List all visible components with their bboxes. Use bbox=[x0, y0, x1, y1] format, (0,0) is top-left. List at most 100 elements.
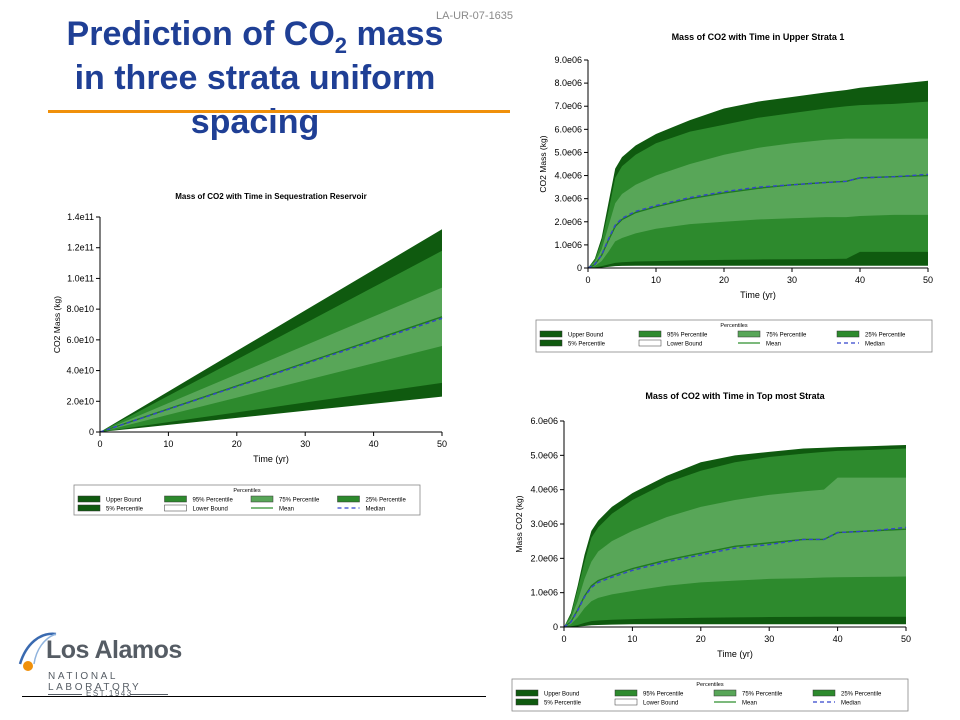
legend-label: 95% Percentile bbox=[643, 692, 684, 698]
legend-header: Percentiles bbox=[233, 488, 260, 494]
x-tick-label: 0 bbox=[585, 275, 590, 285]
y-tick-label: 8.0e10 bbox=[66, 304, 94, 314]
legend-label: Median bbox=[865, 342, 885, 348]
y-tick-label: 1.0e06 bbox=[530, 588, 558, 598]
y-tick-label: 2.0e06 bbox=[554, 217, 582, 227]
y-tick-label: 6.0e10 bbox=[66, 335, 94, 345]
x-axis-label: Time (yr) bbox=[740, 290, 776, 300]
legend-swatch bbox=[638, 339, 662, 347]
band-25-percentile bbox=[564, 576, 906, 627]
x-tick-label: 20 bbox=[719, 275, 729, 285]
title-line-1-tail: mass bbox=[347, 15, 444, 53]
y-tick-label: 5.0e06 bbox=[554, 147, 582, 157]
band-lower-bound bbox=[588, 265, 928, 268]
y-tick-label: 8.0e06 bbox=[554, 78, 582, 88]
chart-title: Mass of CO2 with Time in Upper Strata 1 bbox=[672, 32, 845, 42]
legend-label: Upper Bound bbox=[106, 498, 141, 504]
x-tick-label: 40 bbox=[833, 634, 843, 644]
logo-rule-left bbox=[48, 694, 82, 695]
legend-label: 75% Percentile bbox=[766, 333, 807, 339]
series-mean bbox=[563, 528, 907, 628]
legend-label: 5% Percentile bbox=[544, 701, 582, 707]
legend-label: 5% Percentile bbox=[106, 507, 144, 513]
legend-label: Median bbox=[841, 701, 861, 707]
legend-label: 75% Percentile bbox=[742, 692, 783, 698]
accent-rule bbox=[48, 110, 510, 113]
legend-swatch bbox=[812, 689, 836, 697]
legend-label: Lower Bound bbox=[643, 701, 678, 707]
y-axis-label: CO2 Mass (kg) bbox=[538, 135, 548, 192]
y-tick-label: 0 bbox=[89, 427, 94, 437]
y-tick-label: 1.0e06 bbox=[554, 240, 582, 250]
band-25-percentile bbox=[588, 214, 928, 268]
legend-label: Median bbox=[366, 507, 386, 513]
x-tick-label: 50 bbox=[437, 439, 447, 449]
legend-frame bbox=[73, 484, 421, 516]
y-axis-label: Mass CO2 (kg) bbox=[514, 495, 524, 552]
x-tick-label: 30 bbox=[787, 275, 797, 285]
logo-rule-right bbox=[130, 694, 168, 695]
legend-swatch bbox=[515, 698, 539, 706]
legend-swatch bbox=[539, 330, 563, 338]
band-lower-bound bbox=[100, 396, 442, 432]
chart-legend: Percentiles Upper Bound 95% Percentile 75% … bbox=[511, 678, 909, 712]
legend-label: Upper Bound bbox=[544, 692, 579, 698]
legend-header: Percentiles bbox=[696, 682, 723, 688]
y-tick-label: 3.0e06 bbox=[530, 519, 558, 529]
logo-subtitle: NATIONAL LABORATORY bbox=[48, 671, 142, 693]
legend-frame bbox=[511, 678, 909, 712]
legend-frame bbox=[535, 319, 933, 353]
y-tick-label: 1.2e11 bbox=[67, 243, 94, 253]
report-id: LA-UR-07-1635 bbox=[436, 10, 514, 22]
legend-swatch bbox=[515, 689, 539, 697]
x-tick-label: 10 bbox=[627, 634, 637, 644]
legend-label: 25% Percentile bbox=[366, 498, 407, 504]
series-mean bbox=[99, 316, 443, 433]
x-tick-label: 40 bbox=[855, 275, 865, 285]
y-tick-label: 4.0e06 bbox=[530, 485, 558, 495]
y-tick-label: 1.0e11 bbox=[67, 273, 94, 283]
band-5-percentile bbox=[588, 251, 928, 268]
series-median bbox=[587, 173, 929, 269]
title-line-3: spacing bbox=[190, 103, 320, 141]
footer-rule bbox=[22, 696, 486, 697]
y-tick-label: 0 bbox=[577, 263, 582, 273]
chart-legend: Percentiles Upper Bound 95% Percentile 75% … bbox=[535, 319, 933, 353]
legend-label: Upper Bound bbox=[568, 333, 603, 339]
legend-swatch bbox=[836, 330, 860, 338]
chart-sequestration-reservoir: Mass of CO2 with Time in Sequestration R… bbox=[52, 192, 447, 516]
x-tick-label: 40 bbox=[369, 439, 379, 449]
slide-title: Prediction of CO2 mass in three strata u… bbox=[30, 12, 480, 144]
logo-established: EST.1943 bbox=[86, 689, 133, 698]
legend-label: Mean bbox=[742, 701, 757, 707]
x-tick-label: 30 bbox=[300, 439, 310, 449]
chart-title: Mass of CO2 with Time in Sequestration R… bbox=[175, 192, 366, 201]
logo-name: Los Alamos bbox=[46, 636, 182, 664]
y-tick-label: 6.0e06 bbox=[554, 124, 582, 134]
legend-label: 95% Percentile bbox=[193, 498, 234, 504]
legend-label: 25% Percentile bbox=[841, 692, 882, 698]
x-tick-label: 50 bbox=[923, 275, 933, 285]
legend-label: 75% Percentile bbox=[279, 498, 320, 504]
x-tick-label: 10 bbox=[163, 439, 173, 449]
y-tick-label: 6.0e06 bbox=[530, 416, 558, 426]
y-tick-label: 4.0e06 bbox=[554, 171, 582, 181]
title-subscript: 2 bbox=[334, 32, 348, 58]
legend-swatch bbox=[737, 330, 761, 338]
x-tick-label: 50 bbox=[901, 634, 911, 644]
x-tick-label: 30 bbox=[764, 634, 774, 644]
x-tick-label: 20 bbox=[232, 439, 242, 449]
legend-swatch bbox=[164, 504, 187, 512]
y-tick-label: 7.0e06 bbox=[554, 101, 582, 111]
y-tick-label: 2.0e10 bbox=[66, 396, 94, 406]
legend-swatch bbox=[638, 330, 662, 338]
x-axis-label: Time (yr) bbox=[717, 649, 753, 659]
y-tick-label: 2.0e06 bbox=[530, 553, 558, 563]
legend-swatch bbox=[614, 698, 638, 706]
chart-upper-strata-1: Mass of CO2 with Time in Upper Strata 1 0… bbox=[535, 32, 933, 353]
chart-top-most-strata: Mass of CO2 with Time in Top most Strata… bbox=[511, 391, 911, 712]
legend-label: Lower Bound bbox=[667, 342, 702, 348]
legend-swatch bbox=[337, 495, 360, 503]
legend-swatch bbox=[539, 339, 563, 347]
